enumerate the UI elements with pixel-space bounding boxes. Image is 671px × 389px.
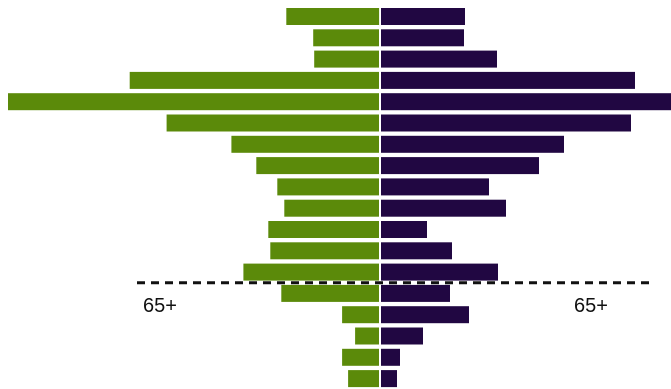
left-bar-3 xyxy=(314,50,379,68)
left-bar-15 xyxy=(342,306,379,324)
left-bar-11 xyxy=(268,221,379,238)
right-bar-7 xyxy=(381,135,564,153)
age-65-label-right: 65+ xyxy=(574,295,608,317)
left-bar-18 xyxy=(348,370,379,388)
left-bar-6 xyxy=(166,114,379,132)
right-bar-1 xyxy=(381,8,465,25)
right-bar-17 xyxy=(381,348,400,366)
right-series-bars xyxy=(381,8,671,388)
right-bar-4 xyxy=(381,71,635,89)
left-bar-8 xyxy=(256,157,379,175)
age-65-label-left: 65+ xyxy=(143,295,177,317)
right-bar-6 xyxy=(381,114,631,132)
right-bar-14 xyxy=(381,284,450,302)
left-bar-7 xyxy=(231,135,379,153)
left-bar-1 xyxy=(286,8,380,25)
right-bar-11 xyxy=(381,221,427,238)
right-bar-3 xyxy=(381,50,497,68)
right-bar-8 xyxy=(381,157,539,175)
right-bar-12 xyxy=(381,242,452,260)
left-bar-14 xyxy=(281,284,379,302)
left-bar-10 xyxy=(284,199,379,217)
left-bar-13 xyxy=(243,263,379,281)
left-bar-17 xyxy=(342,348,379,366)
left-series-bars xyxy=(8,8,380,388)
left-bar-5 xyxy=(8,93,379,111)
left-bar-9 xyxy=(277,178,379,196)
right-bar-2 xyxy=(381,29,464,47)
right-bar-13 xyxy=(381,263,498,281)
right-bar-9 xyxy=(381,178,489,196)
right-bar-15 xyxy=(381,306,469,324)
right-bar-5 xyxy=(381,93,671,111)
left-bar-4 xyxy=(129,71,379,89)
right-bar-10 xyxy=(381,199,506,217)
right-bar-18 xyxy=(381,370,397,388)
left-bar-2 xyxy=(313,29,379,47)
left-bar-12 xyxy=(270,242,379,260)
right-bar-16 xyxy=(381,327,423,345)
left-bar-16 xyxy=(355,327,379,345)
